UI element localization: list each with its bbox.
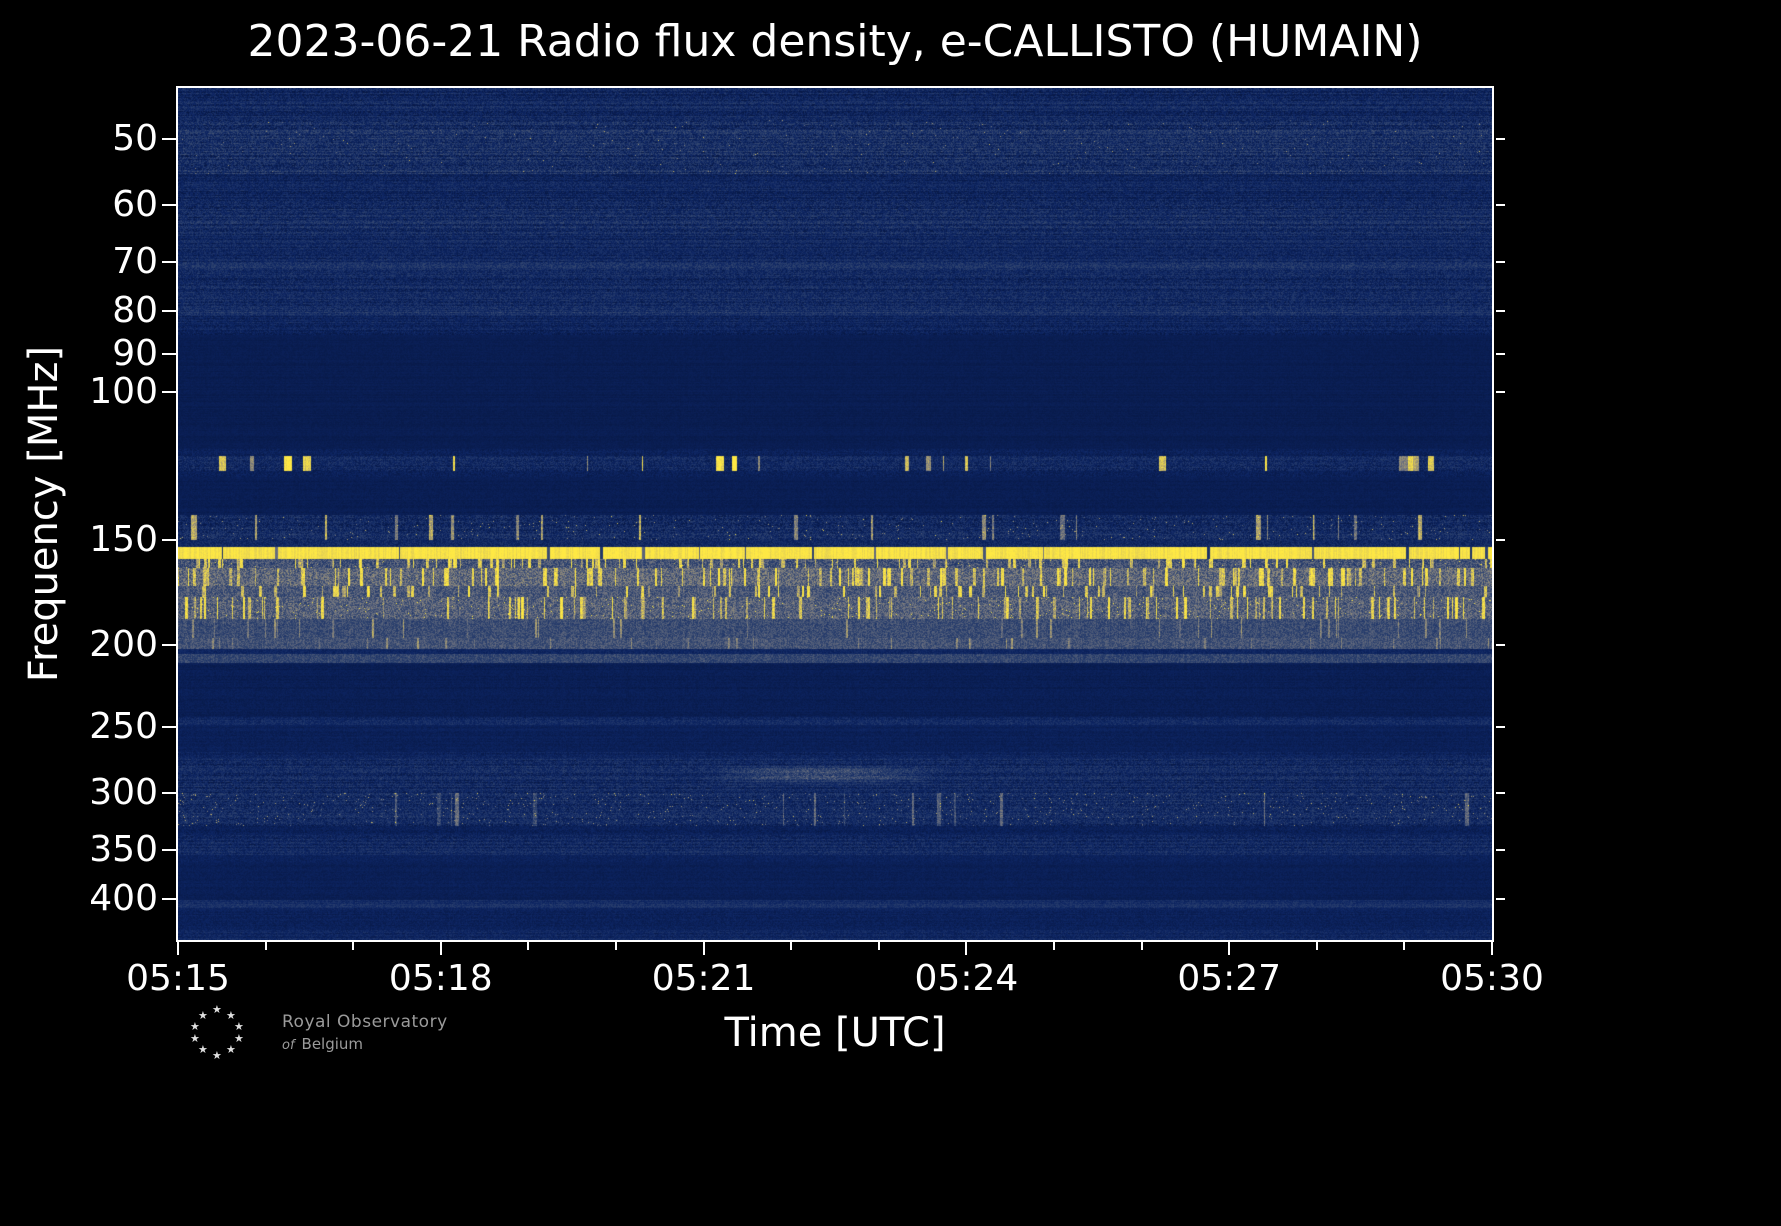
plot-area <box>176 86 1494 942</box>
x-tick-mark <box>702 942 705 955</box>
y-tick-label: 70 <box>112 240 158 282</box>
chart-title: 2023-06-21 Radio flux density, e-CALLIST… <box>247 16 1423 67</box>
y-tick-label: 90 <box>112 332 158 374</box>
star-icon: ★ <box>198 1009 208 1022</box>
y-tick-mark-right <box>1496 204 1505 207</box>
y-tick-label: 60 <box>112 184 158 226</box>
star-icon: ★ <box>212 1049 222 1062</box>
y-tick-mark <box>162 391 176 394</box>
y-tick-label: 300 <box>89 772 158 814</box>
x-tick-label: 05:18 <box>388 958 493 999</box>
star-icon: ★ <box>198 1043 208 1056</box>
y-tick-mark-right <box>1496 539 1505 542</box>
x-minor-tick-mark <box>877 942 880 950</box>
y-tick-mark-right <box>1496 792 1505 795</box>
y-tick-mark <box>162 260 176 263</box>
x-minor-tick-mark <box>1053 942 1055 950</box>
x-tick-label: 05:24 <box>914 958 1019 999</box>
x-tick-label: 05:15 <box>126 958 230 999</box>
star-icon: ★ <box>234 1032 244 1045</box>
x-minor-tick-mark <box>790 942 793 950</box>
x-tick-mark <box>965 942 968 955</box>
y-tick-mark <box>162 204 176 207</box>
y-tick-label: 200 <box>89 624 158 666</box>
y-tick-mark <box>162 309 176 312</box>
x-axis-label: Time [UTC] <box>724 1010 946 1056</box>
x-minor-tick-mark <box>527 942 530 950</box>
star-icon: ★ <box>190 1020 200 1033</box>
y-tick-mark-right <box>1496 352 1505 355</box>
y-tick-label: 50 <box>112 117 158 159</box>
x-tick-mark <box>1491 942 1493 955</box>
y-tick-label: 80 <box>112 289 158 331</box>
y-tick-label: 350 <box>89 828 158 870</box>
star-icon: ★ <box>212 1003 222 1016</box>
y-tick-mark <box>162 792 176 795</box>
rob-logo-stars: ★ ★ ★ ★ ★ ★ ★ ★ ★ ★ <box>188 1003 254 1062</box>
x-minor-tick-mark <box>352 942 355 950</box>
x-tick-mark <box>1228 942 1231 955</box>
y-tick-mark-right <box>1496 897 1505 900</box>
y-tick-mark-right <box>1496 391 1505 394</box>
y-tick-mark-right <box>1496 137 1505 140</box>
y-tick-mark <box>162 725 176 728</box>
y-tick-mark <box>162 644 176 647</box>
y-tick-label: 250 <box>89 705 158 747</box>
y-tick-mark <box>162 137 176 140</box>
y-tick-label: 400 <box>89 877 158 919</box>
x-tick-label: 05:21 <box>651 958 756 999</box>
x-tick-label: 05:30 <box>1440 958 1544 999</box>
y-tick-mark <box>162 352 176 355</box>
y-tick-label: 150 <box>89 519 158 561</box>
y-tick-mark-right <box>1496 848 1505 851</box>
x-minor-tick-mark <box>1140 942 1143 950</box>
x-minor-tick-mark <box>615 942 617 950</box>
star-icon: ★ <box>190 1032 200 1045</box>
y-tick-mark-right <box>1496 644 1505 647</box>
y-tick-mark-right <box>1496 725 1505 728</box>
rob-logo-belgium: Belgium <box>301 1035 364 1053</box>
star-icon: ★ <box>226 1009 236 1022</box>
rob-logo-country: of Belgium <box>282 1035 363 1053</box>
star-icon: ★ <box>234 1020 244 1033</box>
rob-logo: ★ ★ ★ ★ ★ ★ ★ ★ ★ ★ Royal Observatory of Belgium <box>188 1000 508 1066</box>
y-tick-mark <box>162 539 176 542</box>
x-minor-tick-mark <box>264 942 267 950</box>
y-tick-mark-right <box>1496 309 1505 312</box>
x-tick-mark <box>177 942 179 955</box>
y-tick-mark-right <box>1496 260 1505 263</box>
spectrogram-canvas <box>178 88 1492 940</box>
y-tick-mark <box>162 848 176 851</box>
x-minor-tick-mark <box>1315 942 1318 950</box>
rob-logo-of: of <box>282 1038 295 1053</box>
y-tick-label: 100 <box>89 371 158 413</box>
rob-logo-name: Royal Observatory <box>282 1012 448 1032</box>
y-tick-mark <box>162 897 176 900</box>
x-tick-mark <box>439 942 442 955</box>
star-icon: ★ <box>226 1043 236 1056</box>
x-minor-tick-mark <box>1403 942 1406 950</box>
x-tick-label: 05:27 <box>1177 958 1282 999</box>
